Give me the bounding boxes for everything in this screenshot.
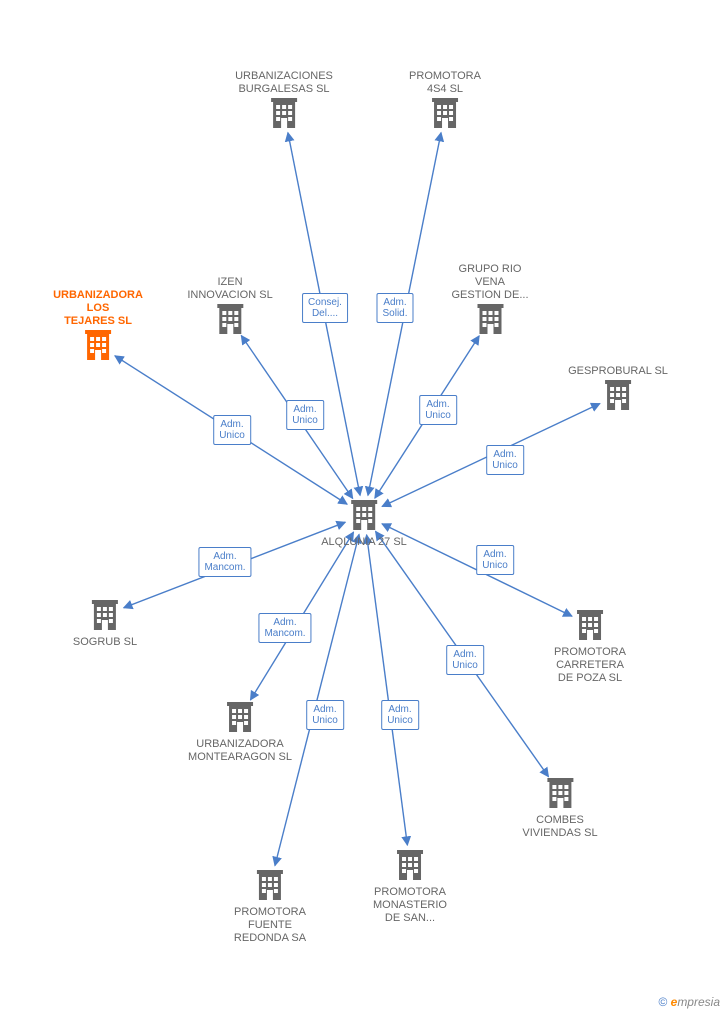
- node-urb_monte: URBANIZADORAMONTEARAGON SL: [188, 702, 292, 764]
- node-prom_poza: PROMOTORACARRETERADE POZA SL: [554, 610, 626, 685]
- node-label: GESPROBURAL SL: [568, 365, 668, 378]
- building-icon: [476, 325, 504, 337]
- edge-label: Adm.Unico: [213, 415, 251, 445]
- edge-line: [367, 535, 408, 845]
- copyright-brand-rest: mpresia: [677, 995, 720, 1009]
- edge-label: Adm.Mancom.: [258, 613, 311, 643]
- building-icon: [226, 723, 254, 735]
- node-label: URBANIZADORALOSTEJARES SL: [53, 289, 143, 328]
- building-icon: [216, 325, 244, 337]
- building-icon: [396, 871, 424, 883]
- node-urb_burg: URBANIZACIONESBURGALESAS SL: [235, 70, 333, 132]
- edge-label: Consej.Del....: [302, 293, 348, 323]
- building-icon: [350, 521, 378, 533]
- edge-label: Adm.Solid.: [376, 293, 413, 323]
- diagram-canvas: ALQLUNIA 27 SL URBANIZACIONESBURGALESAS S…: [0, 0, 728, 1015]
- building-icon: [604, 401, 632, 413]
- edge-label: Adm.Unico: [381, 700, 419, 730]
- node-gespro: GESPROBURAL SL: [568, 365, 668, 414]
- node-urb_tej: URBANIZADORALOSTEJARES SL: [53, 289, 143, 364]
- copyright: © empresia: [658, 995, 720, 1009]
- node-label: URBANIZADORAMONTEARAGON SL: [188, 738, 292, 764]
- edge-label: Adm.Unico: [486, 445, 524, 475]
- node-label: PROMOTORACARRETERADE POZA SL: [554, 646, 626, 685]
- building-icon: [84, 351, 112, 363]
- node-label: PROMOTORA4S4 SL: [409, 70, 481, 96]
- edge-label: Adm.Mancom.: [198, 547, 251, 577]
- node-label: SOGRUB SL: [73, 636, 137, 649]
- building-icon: [256, 891, 284, 903]
- node-label: COMBESVIVIENDAS SL: [522, 814, 597, 840]
- copyright-symbol: ©: [658, 995, 667, 1009]
- node-label: URBANIZACIONESBURGALESAS SL: [235, 70, 333, 96]
- node-grupo_rio: GRUPO RIOVENAGESTION DE...: [451, 263, 528, 338]
- building-icon: [546, 799, 574, 811]
- node-prom_fuente: PROMOTORAFUENTEREDONDA SA: [234, 870, 306, 945]
- building-icon: [576, 631, 604, 643]
- node-label: PROMOTORAFUENTEREDONDA SA: [234, 906, 306, 945]
- node-label: PROMOTORAMONASTERIODE SAN...: [373, 886, 447, 925]
- node-label: IZENINNOVACION SL: [187, 276, 272, 302]
- building-icon: [270, 119, 298, 131]
- node-prom_monast: PROMOTORAMONASTERIODE SAN...: [373, 850, 447, 925]
- node-label: GRUPO RIOVENAGESTION DE...: [451, 263, 528, 302]
- node-izen: IZENINNOVACION SL: [187, 276, 272, 338]
- edge-label: Adm.Unico: [446, 645, 484, 675]
- edge-label: Adm.Unico: [476, 545, 514, 575]
- node-center: ALQLUNIA 27 SL: [321, 500, 407, 549]
- node-label: ALQLUNIA 27 SL: [321, 536, 407, 549]
- building-icon: [431, 119, 459, 131]
- node-prom_4s4: PROMOTORA4S4 SL: [409, 70, 481, 132]
- edge-label: Adm.Unico: [419, 395, 457, 425]
- building-icon: [91, 621, 119, 633]
- edge-label: Adm.Unico: [306, 700, 344, 730]
- edge-label: Adm.Unico: [286, 400, 324, 430]
- node-combes: COMBESVIVIENDAS SL: [522, 778, 597, 840]
- node-sogrub: SOGRUB SL: [73, 600, 137, 649]
